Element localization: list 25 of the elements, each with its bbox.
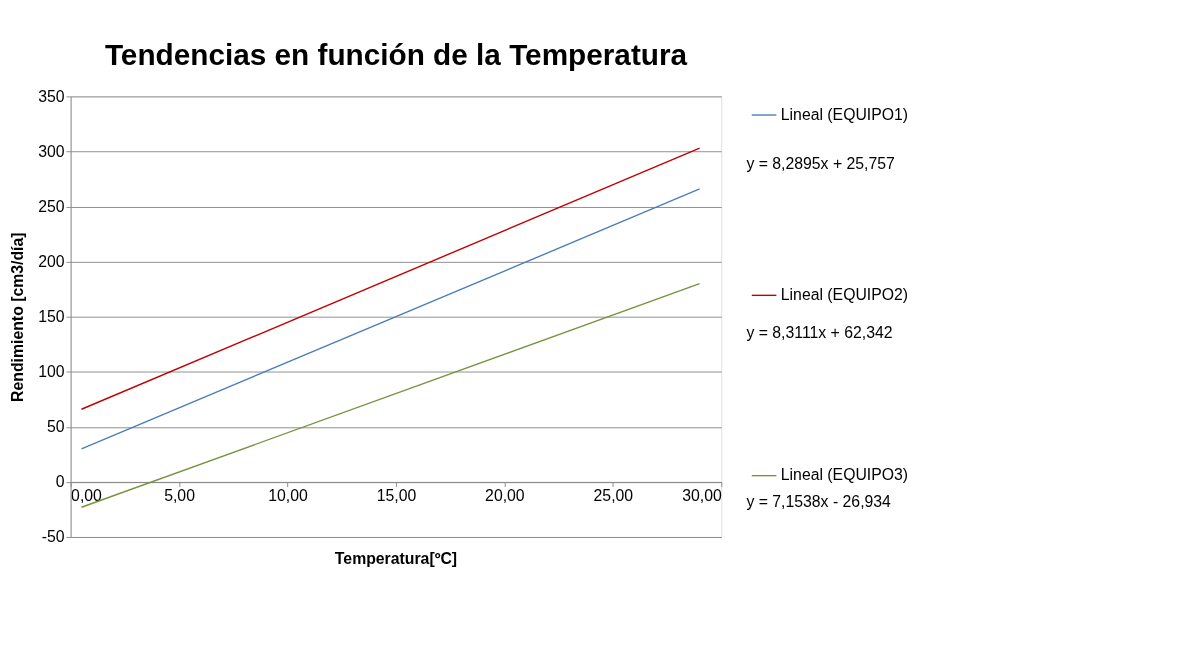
x-tick-label: 20,00 <box>485 487 525 504</box>
y-tick-label: 100 <box>38 362 65 380</box>
y-tick-label: 300 <box>38 142 65 160</box>
legend-label: Lineal (EQUIPO2) <box>780 285 909 303</box>
legend-label: Lineal (EQUIPO3) <box>780 466 909 484</box>
x-tick-label: 25,00 <box>593 487 634 504</box>
text: y = 7,1538x - 26,934 <box>746 493 892 511</box>
chart-title: Tendencias en función de la Temperatura <box>104 37 688 71</box>
x-axis-title: Temperatura[ºC] <box>334 549 458 567</box>
x-tick-label: 0,00 <box>71 487 103 504</box>
x-tick-label: 15,00 <box>376 487 417 504</box>
y-axis-title: Rendimiento [cm3/día] <box>9 232 27 402</box>
legend-label: Lineal (EQUIPO1) <box>780 105 909 123</box>
y-tick-label: 0 <box>55 473 65 491</box>
y-tick-label: 200 <box>38 252 65 270</box>
text: y = 8,2895x + 25,757 <box>746 154 895 172</box>
y-tick-label: -50 <box>41 528 65 546</box>
x-tick-label: 10,00 <box>268 487 308 504</box>
y-tick-label: 350 <box>38 87 65 105</box>
y-tick-label: 50 <box>47 417 65 435</box>
x-tick-label: 30,00 <box>682 487 722 504</box>
y-tick-label: 150 <box>38 307 65 325</box>
y-tick-label: 250 <box>38 197 65 215</box>
x-tick-label: 5,00 <box>164 487 196 504</box>
text: y = 8,3111x + 62,342 <box>746 324 893 342</box>
